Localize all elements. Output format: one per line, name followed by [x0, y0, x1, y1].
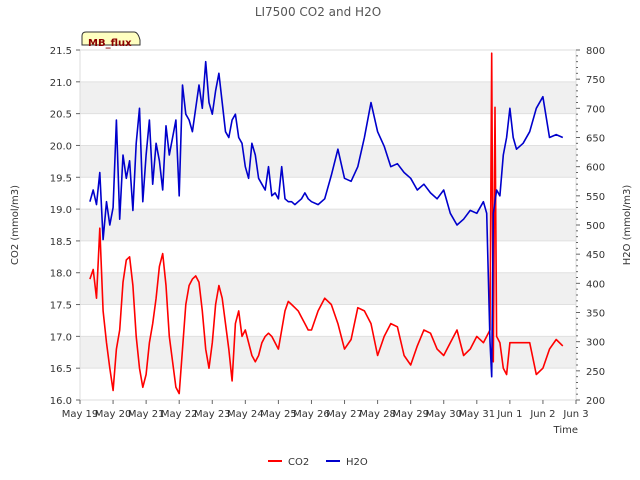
right-tick-label: 500	[586, 221, 605, 232]
x-tick-label: May 20	[95, 409, 132, 420]
series-h2o-line	[89, 60, 564, 378]
left-tick-label: 19.0	[50, 205, 72, 216]
series-co2-line	[89, 52, 564, 395]
legend-co2-label: CO2	[288, 457, 309, 468]
x-tick-label: May 31	[459, 409, 496, 420]
x-tick-label: May 22	[161, 409, 198, 420]
x-tick-label: May 21	[128, 409, 165, 420]
left-tick-label: 16.5	[50, 364, 72, 375]
chart-title: LI7500 CO2 and H2O	[255, 5, 381, 19]
x-tick-label: May 29	[392, 409, 429, 420]
right-tick-label: 700	[586, 104, 605, 115]
x-tick-label: Jun 2	[529, 409, 555, 420]
x-tick-label: May 19	[62, 409, 99, 420]
right-axis-title: H2O (mmol/m3)	[622, 185, 633, 266]
left-axis: 16.0 16.5 17.0 17.5 18.0 18.5 19.0 19.5 20.0 20.5…	[50, 46, 80, 407]
x-tick-label: May 25	[260, 409, 297, 420]
left-tick-label: 17.0	[50, 332, 72, 343]
right-axis: 200 250 300 350 400 450 500 550 600 650 700 750 800	[576, 46, 605, 407]
band-5	[80, 209, 576, 241]
left-tick-label: 20.5	[50, 110, 72, 121]
left-tick-label: 21.5	[50, 46, 72, 57]
left-tick-label: 21.0	[50, 78, 72, 89]
left-axis-title: CO2 (mmol/m3)	[10, 185, 21, 265]
right-tick-label: 550	[586, 192, 605, 203]
left-tick-label: 18.5	[50, 237, 72, 248]
band-9	[80, 81, 576, 114]
right-tick-label: 600	[586, 163, 605, 174]
x-tick-label: May 23	[194, 409, 231, 420]
badge-shape	[81, 31, 141, 46]
band-7	[80, 145, 576, 178]
right-tick-label: 250	[586, 367, 605, 378]
band-3	[80, 272, 576, 305]
right-tick-label: 300	[586, 338, 605, 349]
x-tick-label: May 24	[227, 409, 264, 420]
x-tick-label: May 26	[293, 409, 330, 420]
left-tick-label: 18.0	[50, 269, 72, 280]
left-tick-label: 20.0	[50, 141, 72, 152]
legend: CO2 H2O	[268, 457, 368, 468]
legend-h2o-label: H2O	[346, 457, 368, 468]
x-tick-label: May 30	[425, 409, 462, 420]
left-tick-label: 16.0	[50, 396, 72, 407]
right-tick-label: 200	[586, 396, 605, 407]
right-tick-label: 350	[586, 309, 605, 320]
left-tick-label: 19.5	[50, 173, 72, 184]
x-tick-label: Jun 1	[496, 409, 522, 420]
x-axis-title: Time	[553, 425, 578, 436]
x-tick-label: May 27	[326, 409, 363, 420]
mb-flux-badge: MB_flux	[81, 31, 141, 49]
right-tick-label: 400	[586, 279, 605, 290]
x-tick-label: Jun 3	[562, 409, 588, 420]
right-tick-label: 450	[586, 250, 605, 261]
background-bands	[80, 81, 576, 369]
right-tick-label: 800	[586, 46, 605, 57]
badge-label: MB_flux	[88, 38, 132, 49]
series-lines	[89, 52, 564, 395]
right-tick-label: 750	[586, 75, 605, 86]
right-tick-label: 650	[586, 134, 605, 145]
left-tick-label: 17.5	[50, 301, 72, 312]
x-tick-label: May 28	[359, 409, 396, 420]
